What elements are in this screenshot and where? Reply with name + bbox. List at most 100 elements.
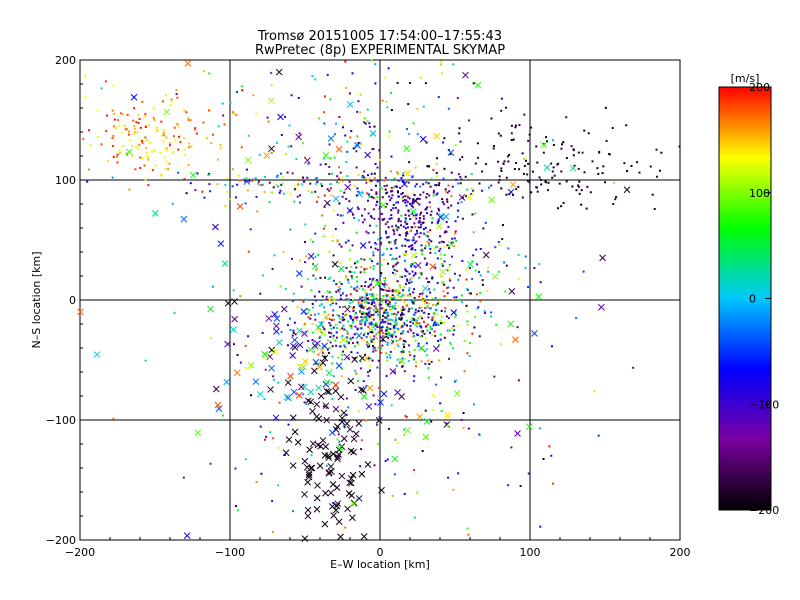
data-point (289, 193, 292, 196)
data-point (367, 325, 370, 328)
data-point (324, 163, 327, 166)
data-point (425, 234, 428, 237)
data-point (364, 319, 367, 322)
data-point (393, 346, 396, 349)
data-point (527, 139, 530, 142)
data-point (396, 185, 399, 188)
data-point (268, 181, 271, 184)
data-point (578, 192, 581, 195)
data-point (259, 292, 262, 295)
data-point (390, 324, 393, 327)
data-point (372, 196, 375, 199)
data-point (527, 472, 530, 475)
data-point (372, 394, 375, 397)
data-point (177, 148, 180, 151)
data-point (404, 219, 407, 222)
data-point (510, 132, 513, 135)
data-point (386, 333, 389, 336)
data-point (369, 266, 372, 269)
data-point (244, 458, 247, 461)
colorbar-gradient (718, 86, 772, 511)
data-point (384, 301, 387, 304)
data-point (401, 192, 404, 195)
data-point (423, 311, 426, 314)
data-point (449, 329, 452, 332)
data-point (269, 431, 272, 434)
data-point (388, 327, 391, 330)
data-point (478, 434, 481, 437)
data-point (359, 360, 362, 363)
data-point (383, 179, 386, 182)
data-point (471, 260, 474, 263)
data-point (156, 129, 159, 132)
data-point (372, 347, 375, 350)
data-point (517, 253, 520, 256)
data-point (428, 331, 431, 334)
data-point (440, 275, 443, 278)
data-point-x (347, 475, 355, 482)
data-point (396, 280, 399, 283)
data-point (338, 177, 341, 180)
data-point (395, 291, 398, 294)
data-point (411, 270, 414, 273)
data-point (338, 440, 341, 443)
data-point (384, 320, 387, 323)
data-point (454, 230, 457, 233)
data-point (388, 354, 391, 357)
data-point (413, 300, 416, 303)
data-point (382, 325, 385, 328)
data-point-x (354, 141, 361, 149)
data-point (394, 273, 397, 276)
data-point (367, 343, 370, 346)
data-point (421, 250, 424, 253)
data-point (289, 228, 292, 231)
data-point (295, 187, 298, 190)
data-point (292, 510, 295, 513)
data-point (420, 335, 422, 338)
data-point (319, 276, 322, 279)
data-point (403, 181, 406, 184)
data-point (412, 321, 415, 324)
data-point (374, 247, 377, 250)
data-point-x (305, 471, 313, 479)
data-point (441, 264, 444, 267)
data-point (350, 298, 353, 301)
data-point (259, 425, 262, 428)
data-point (446, 286, 449, 289)
data-point (381, 335, 384, 338)
data-point (429, 213, 432, 216)
data-point (547, 181, 550, 184)
data-point (388, 298, 391, 301)
data-point (303, 324, 306, 327)
data-point (376, 196, 379, 199)
data-point (577, 167, 580, 170)
data-point (426, 262, 429, 265)
data-point (106, 159, 109, 162)
data-point (395, 313, 398, 316)
data-point (335, 290, 338, 293)
data-point (344, 277, 347, 280)
data-point (390, 297, 393, 300)
data-point (441, 201, 444, 204)
data-point-x (224, 340, 231, 348)
data-point-x (359, 242, 367, 249)
data-point (209, 190, 212, 193)
data-point (360, 312, 363, 315)
data-point (165, 136, 168, 139)
data-point (474, 269, 477, 272)
data-point (601, 172, 604, 175)
data-point (434, 296, 437, 299)
data-point (420, 274, 423, 277)
data-point-x (335, 145, 343, 153)
data-point (466, 188, 469, 191)
data-point (386, 356, 389, 359)
data-point (369, 258, 372, 261)
data-point (357, 303, 360, 306)
data-point (390, 334, 393, 337)
data-point (84, 75, 87, 78)
data-point (288, 124, 291, 127)
data-point (393, 269, 396, 272)
data-point (372, 265, 375, 268)
data-point (328, 173, 331, 176)
data-point (411, 246, 414, 249)
